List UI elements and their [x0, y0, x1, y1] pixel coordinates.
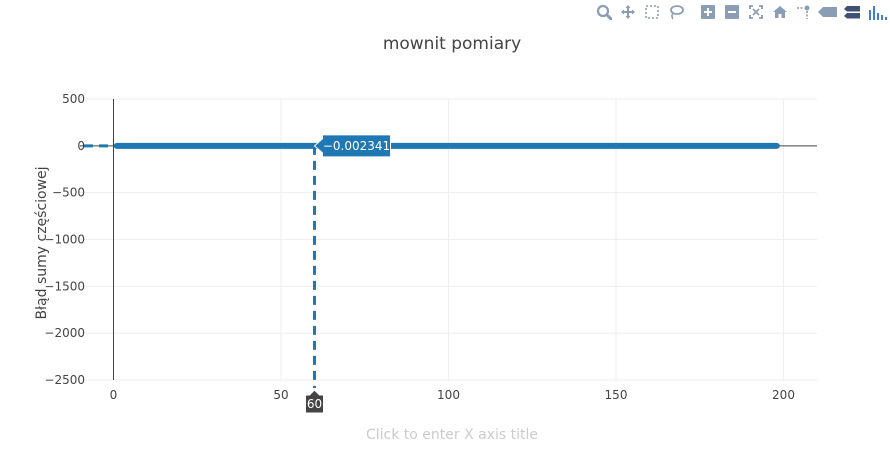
compare-hover-icon	[844, 6, 860, 19]
zoom-out-icon	[725, 5, 739, 19]
y-tick-label-0: 500	[62, 92, 85, 106]
pan-button[interactable]	[616, 2, 640, 22]
x-tick-label-150: 150	[605, 388, 628, 402]
y-tick-label-1: 0	[77, 139, 85, 153]
toggle-spike-lines-button[interactable]	[792, 2, 816, 22]
y-tick-label-5: −2000	[44, 326, 85, 340]
y-tick-label-4: −1500	[44, 279, 85, 293]
zoom-button[interactable]	[592, 2, 616, 22]
hover-label-y-box	[313, 134, 391, 158]
reset-axes-button[interactable]	[768, 2, 792, 22]
x-tick-label-200: 200	[772, 388, 795, 402]
y-tick-label-2: −500	[52, 186, 85, 200]
lasso-select-button[interactable]	[664, 2, 688, 22]
autoscale-icon	[749, 5, 763, 19]
zoom-out-button[interactable]	[720, 2, 744, 22]
zoom-in-button[interactable]	[696, 2, 720, 22]
spike-lines	[84, 144, 316, 388]
plotly-logo-button[interactable]	[866, 2, 890, 22]
plotly-logo-icon	[869, 6, 887, 20]
y-tick-label-6: −2500	[44, 373, 85, 387]
grid-layer	[80, 98, 817, 381]
y-axis-title: Błąd sumy częściowej	[34, 166, 50, 319]
hover-label-x-box	[305, 389, 324, 414]
y-tick-label-3: −1000	[44, 233, 85, 247]
box-select-icon	[645, 5, 659, 19]
x-tick-label-0: 0	[110, 388, 118, 402]
box-select-button[interactable]	[640, 2, 664, 22]
tick-labels: 0 50 100 150 200 500 0 −500 −1000 −1500 −2000 −2500	[44, 92, 795, 402]
compare-hover-button[interactable]	[840, 2, 864, 22]
zoom-in-icon	[701, 5, 715, 19]
reset-axes-icon	[773, 6, 787, 18]
show-closest-hover-button[interactable]	[816, 2, 840, 22]
x-tick-label-100: 100	[437, 388, 460, 402]
x-axis-title[interactable]: Click to enter X axis title	[366, 427, 538, 443]
autoscale-button[interactable]	[744, 2, 768, 22]
hover-label-y: −0.002341	[323, 139, 390, 153]
lasso-select-icon	[670, 5, 684, 20]
hover-label-x: 60	[307, 397, 322, 411]
hover-layer: −0.002341 60	[305, 134, 391, 414]
toggle-spike-lines-icon	[797, 5, 810, 19]
zoom-icon	[596, 4, 612, 20]
x-tick-label-50: 50	[273, 388, 288, 402]
show-closest-hover-icon	[818, 7, 837, 17]
pan-icon	[621, 5, 635, 19]
modebar	[592, 2, 890, 22]
chart-title: mownit pomiary	[383, 34, 521, 54]
